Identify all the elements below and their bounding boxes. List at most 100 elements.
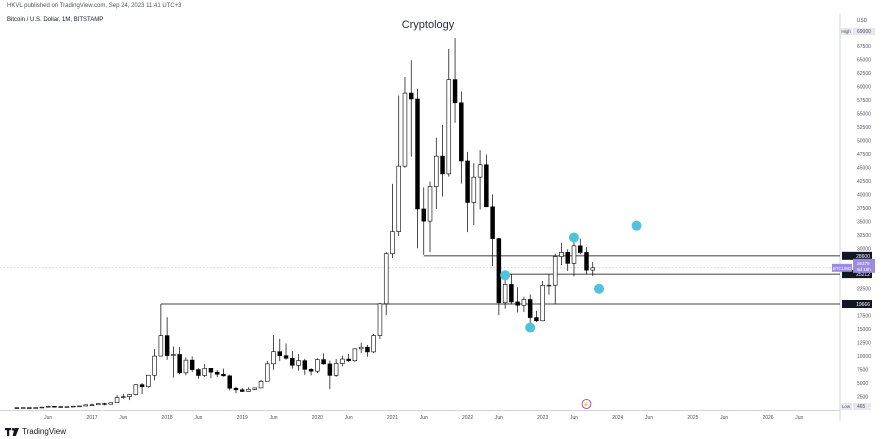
candle-body xyxy=(177,354,182,374)
candle-body xyxy=(452,79,458,104)
x-tick-label: 2020 xyxy=(312,415,323,421)
candle-body xyxy=(421,208,426,222)
candle-body xyxy=(434,155,439,187)
candle-body xyxy=(258,380,264,389)
candle-body xyxy=(14,407,20,409)
candle-body xyxy=(502,284,508,304)
candle-body xyxy=(302,360,308,370)
low-flag xyxy=(840,403,852,410)
candle-body xyxy=(252,387,257,390)
candle-body xyxy=(333,363,339,376)
candle-body xyxy=(552,256,558,286)
candle-body xyxy=(346,358,351,362)
candle-body xyxy=(265,363,270,382)
y-tick-label: 7500 xyxy=(857,368,868,374)
candle-body xyxy=(171,354,176,356)
level-tag xyxy=(842,251,872,260)
symbol-tag xyxy=(832,263,852,272)
candle-body xyxy=(83,404,88,407)
high-flag xyxy=(840,28,852,35)
candle-body xyxy=(390,231,395,255)
candle-body xyxy=(196,369,201,376)
candle-body xyxy=(239,389,245,392)
candle-body xyxy=(321,359,326,365)
x-tick-label: Jun xyxy=(270,415,278,421)
candle-body xyxy=(158,335,164,357)
candle-body xyxy=(402,92,408,167)
y-tick-label: 47500 xyxy=(857,152,871,158)
candle-body xyxy=(27,407,32,409)
candle-body xyxy=(358,346,364,350)
candle-body xyxy=(396,165,401,232)
x-tick-label: Jun xyxy=(645,415,653,421)
high-flag-label: High xyxy=(841,29,851,34)
candle-body xyxy=(496,238,502,304)
publish-info: HKVL published on TradingView.com, Sep 2… xyxy=(7,3,182,9)
candle-body xyxy=(465,160,470,203)
x-tick-label: Jun xyxy=(720,415,728,421)
candle-body xyxy=(377,303,383,336)
y-tick-label: 42500 xyxy=(857,179,871,185)
projection-marker xyxy=(525,322,536,333)
candle-body xyxy=(290,357,295,366)
candle-body xyxy=(45,406,51,408)
y-tick-label: 50000 xyxy=(857,138,871,144)
candle-body xyxy=(559,252,564,257)
candle-body xyxy=(571,245,577,264)
candle-body xyxy=(189,359,195,370)
candle-body xyxy=(408,92,414,100)
candle-body xyxy=(146,374,151,387)
candle-body xyxy=(446,79,452,175)
level-label: 19666 xyxy=(856,302,870,308)
candle-body xyxy=(471,176,477,203)
candle-body xyxy=(577,245,583,253)
y-tick-label: 37500 xyxy=(857,206,871,212)
y-tick-label: 15000 xyxy=(857,327,871,333)
candle-body xyxy=(315,359,320,372)
candle-body xyxy=(534,317,539,322)
y-tick-label: 45000 xyxy=(857,165,871,171)
candle-body xyxy=(33,407,38,409)
y-tick-label: 35000 xyxy=(857,219,871,225)
candle-body xyxy=(208,368,214,373)
projection-marker xyxy=(500,270,511,281)
level-label: 28600 xyxy=(856,254,870,260)
candle-body xyxy=(484,164,489,208)
candle-body xyxy=(58,406,63,408)
symbol-title: Bitcoin / U.S. Dollar, 1M, BITSTAMP xyxy=(7,17,104,23)
low-value-tag xyxy=(853,403,871,410)
candle-body xyxy=(365,346,370,353)
y-tick-label: 12500 xyxy=(857,341,871,347)
candle-body xyxy=(227,375,232,389)
level-label: 25212 xyxy=(856,272,870,278)
candle-body xyxy=(477,164,483,178)
x-tick-label: Jun xyxy=(119,415,127,421)
candle-body xyxy=(308,369,314,372)
x-tick-label: Jun xyxy=(194,415,202,421)
candle-body xyxy=(70,405,76,408)
candle-body xyxy=(233,387,239,391)
y-tick-label: 60000 xyxy=(857,85,871,91)
candle-body xyxy=(546,284,552,287)
candle-body xyxy=(371,335,376,353)
candle-body xyxy=(114,397,120,404)
x-tick-label: Jun xyxy=(420,415,428,421)
y-tick-label: 55000 xyxy=(857,112,871,118)
projection-marker xyxy=(631,220,642,231)
y-tick-label: 40000 xyxy=(857,192,871,198)
candle-body xyxy=(459,102,464,162)
candle-body xyxy=(509,284,514,303)
y-tick-label: 22500 xyxy=(857,287,871,293)
candle-body xyxy=(152,355,157,376)
candle-body xyxy=(340,358,345,364)
y-tick-label: 5000 xyxy=(857,381,868,387)
level-tag xyxy=(842,270,872,279)
x-tick-label: 2024 xyxy=(612,415,623,421)
candle-body xyxy=(565,252,570,264)
candle-body xyxy=(77,405,82,408)
y-tick-label: 2500 xyxy=(857,395,868,401)
x-tick-label: 2017 xyxy=(86,415,97,421)
y-tick-label: 32500 xyxy=(857,233,871,239)
symbol-tag-label: BTCUSD xyxy=(833,266,852,271)
